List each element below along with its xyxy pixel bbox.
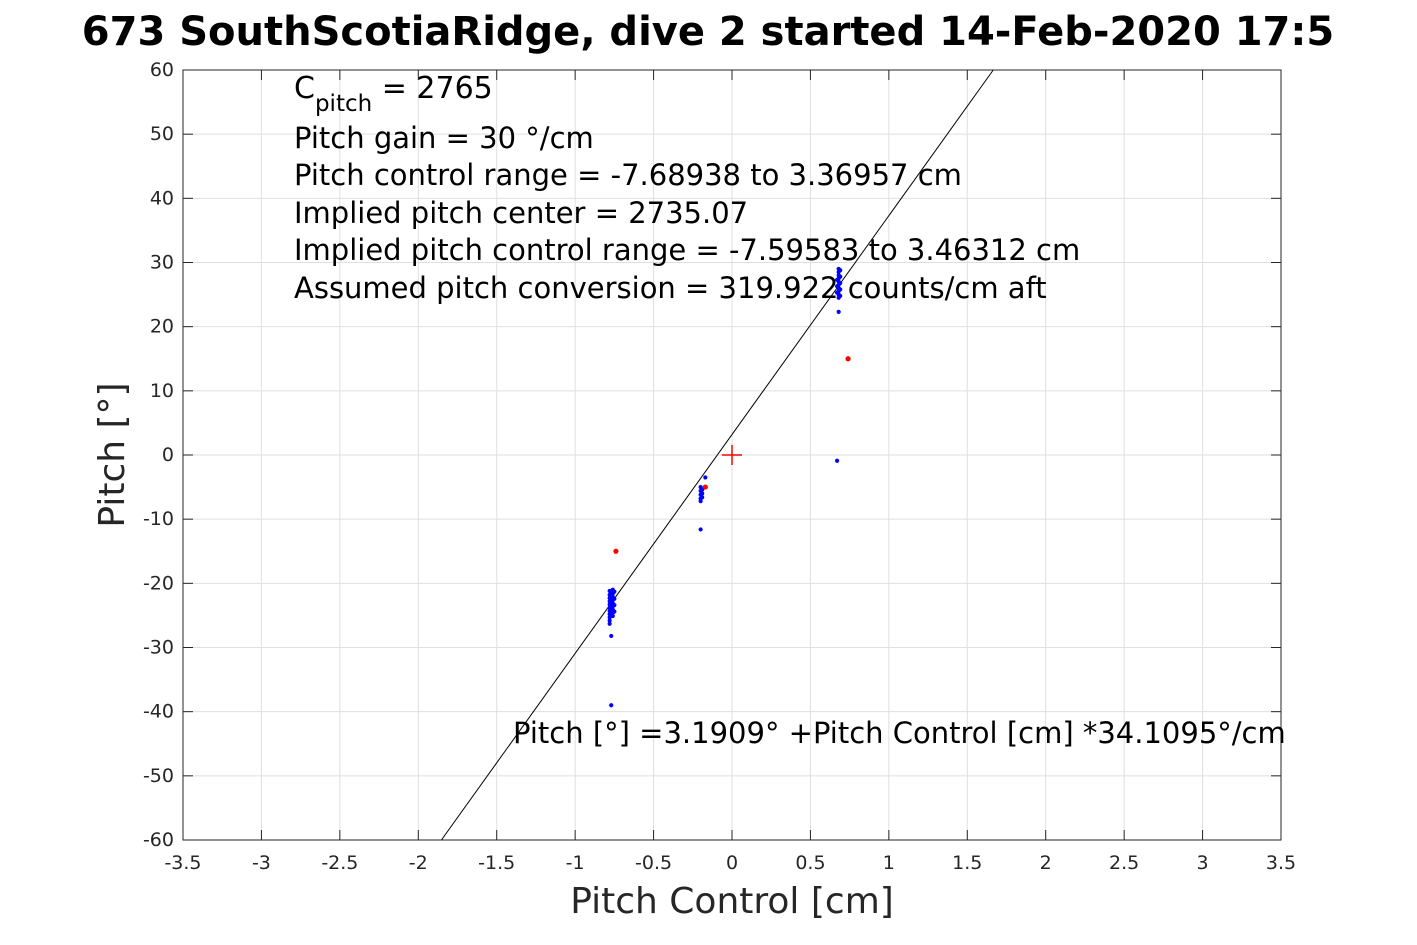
data-point [838,268,843,273]
data-point [609,606,614,612]
data-point [838,287,843,292]
pitch-center-marker [722,445,742,465]
annotation-assumed-pitch-conversion: Assumed pitch conversion = 319.922 count… [294,271,1047,305]
data-point [834,290,840,295]
data-point [834,458,840,463]
data-point [838,280,843,286]
data-point [612,589,617,594]
data-point [609,597,614,602]
data-point [607,618,612,623]
y-tick-label: 50 [150,123,174,145]
data-point [698,499,703,504]
y-tick-label: -60 [143,829,174,851]
x-tick-label: 0 [726,852,738,874]
data-point [607,621,612,626]
x-tick-label: 0.5 [795,852,825,874]
data-point [845,356,851,362]
data-point [613,548,619,554]
x-tick-label: 3 [1197,852,1209,874]
data-point [834,284,840,289]
y-axis-label: Pitch [°] [92,382,133,527]
annotation-pitch-gain: Pitch gain = 30 °/cm [294,121,594,155]
data-point [609,603,614,608]
y-tick-label: 60 [150,59,174,81]
data-point [612,609,617,614]
fit-equation-label: Pitch [°] =3.1909° +Pitch Control [cm] *… [513,716,1286,750]
data-point [702,484,708,490]
c-pitch-value: = 2765 [372,71,493,106]
y-tick-label: -40 [143,701,174,723]
data-point [609,613,614,618]
data-points [607,266,851,708]
x-tick-label: -2 [409,852,428,874]
data-point [838,293,843,298]
x-tick-label: -3.5 [164,852,201,874]
annotation-implied-pitch-center: Implied pitch center = 2735.07 [294,196,748,230]
x-tick-labels: -3.5 -3 -2.5 -2 -1.5 -1 -0.5 0 0.5 1 1.5 2 2.5 3 3.5 [164,852,1296,874]
data-point [703,475,708,480]
y-tick-label: 0 [162,444,174,466]
x-tick-label: 1 [883,852,895,874]
y-tick-labels: -60 -50 -40 -30 -20 -10 0 10 20 30 40 50 60 [143,59,174,851]
annotation-implied-pitch-control-range: Implied pitch control range = -7.59583 t… [294,233,1080,267]
y-tick-label: 40 [150,187,174,209]
data-point [700,491,705,496]
x-tick-label: -3 [252,852,271,874]
x-tick-label: -1.5 [478,852,515,874]
c-pitch-symbol: C [294,71,315,106]
y-tick-label: -50 [143,765,174,787]
x-tick-label: 2.5 [1109,852,1139,874]
y-tick-label: 10 [150,380,174,402]
data-point [838,274,843,279]
data-point [609,594,614,599]
chart-title: 673 SouthScotiaRidge, dive 2 started 14-… [82,9,1334,55]
y-tick-label: -10 [143,508,174,530]
data-point [609,703,614,708]
annotation-pitch-control-range: Pitch control range = -7.68938 to 3.3695… [294,158,962,192]
data-point [836,309,841,315]
y-tick-label: -30 [143,637,174,659]
c-pitch-subscript: pitch [315,91,372,117]
data-point [612,603,617,608]
data-point [609,590,614,595]
data-point [612,596,617,601]
data-point [609,610,614,615]
data-point [609,600,614,605]
x-tick-label: -1 [566,852,585,874]
x-tick-label: 2 [1040,852,1052,874]
data-point [834,277,840,282]
axis-ticks [182,69,1282,841]
data-point [700,495,705,500]
fit-line [441,69,994,841]
data-point [698,527,703,532]
annotation-c-pitch: Cpitch = 2765 [294,71,493,117]
x-tick-label: -2.5 [321,852,358,874]
y-tick-label: -20 [143,572,174,594]
x-tick-label: 1.5 [952,852,982,874]
y-tick-label: 30 [150,252,174,274]
x-axis-label: Pitch Control [cm] [570,881,894,922]
data-point [609,633,614,639]
x-tick-label: 3.5 [1266,852,1296,874]
grid-lines [182,69,1282,841]
x-tick-label: -0.5 [635,852,672,874]
y-tick-label: 20 [150,316,174,338]
